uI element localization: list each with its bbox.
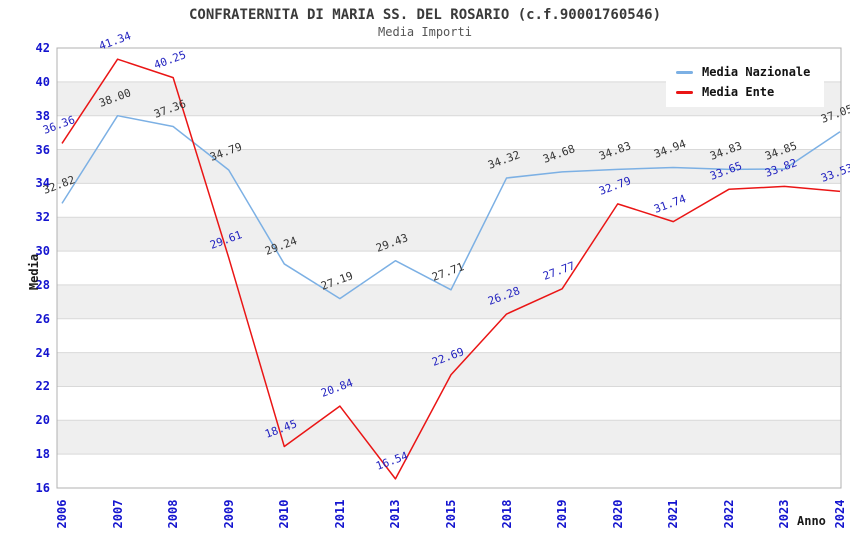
grid-band xyxy=(57,352,841,387)
media-ente-line-swatch xyxy=(676,90,693,94)
grid-band xyxy=(57,284,841,319)
series-line-media-ente xyxy=(61,58,841,480)
legend-item-media-ente[interactable]: Media Ente xyxy=(676,82,824,102)
chart-title: CONFRATERNITA DI MARIA SS. DEL ROSARIO (… xyxy=(188,7,661,23)
chart-subtitle: Media Importi xyxy=(378,25,472,39)
x-axis-title: Anno xyxy=(797,514,826,528)
legend-item-media-nazionale[interactable]: Media Nazionale xyxy=(676,62,824,82)
grid-band xyxy=(57,420,841,455)
legend-label-media-ente: Media Ente xyxy=(702,85,775,99)
plot-border xyxy=(56,47,842,489)
y-axis-title: Media xyxy=(27,253,41,291)
grid-band xyxy=(57,217,841,252)
legend: Media Nazionale Media Ente xyxy=(666,57,824,107)
legend-label-media-nazionale: Media Nazionale xyxy=(702,65,811,79)
grid-band xyxy=(57,149,841,184)
media-nazionale-line-swatch xyxy=(676,70,693,74)
series-line-media-nazionale xyxy=(61,114,841,300)
